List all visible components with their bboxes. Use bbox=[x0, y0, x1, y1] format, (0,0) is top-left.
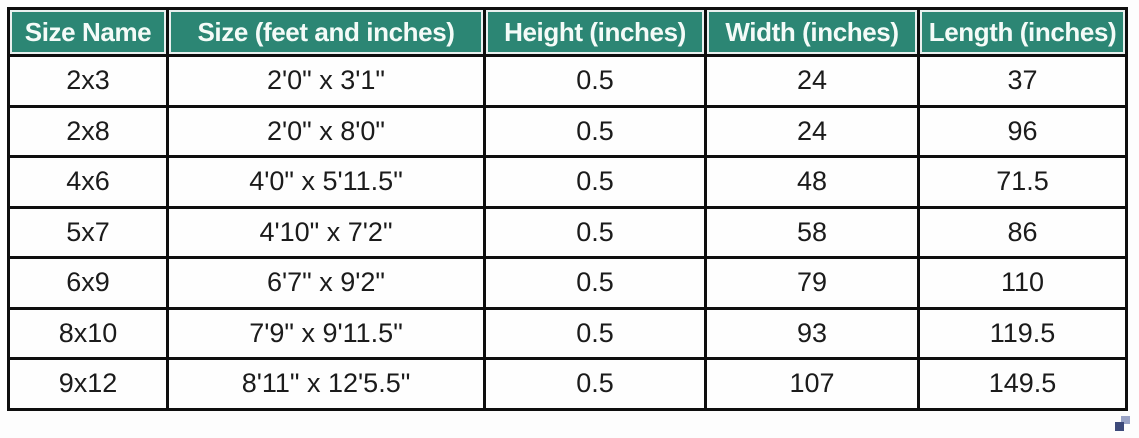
cell-size-feet-inches: 6'7" x 9'2" bbox=[166, 256, 486, 310]
cell-size-name: 8x10 bbox=[7, 306, 169, 360]
cell-height-inches: 0.5 bbox=[483, 205, 707, 259]
cell-size-feet-inches: 4'0" x 5'11.5" bbox=[166, 155, 486, 209]
cell-size-name: 2x8 bbox=[7, 104, 169, 158]
cell-width-inches: 93 bbox=[704, 306, 920, 360]
cell-size-feet-inches: 8'11" x 12'5.5" bbox=[166, 357, 486, 411]
cell-width-inches: 48 bbox=[704, 155, 920, 209]
table-row: 8x10 7'9" x 9'11.5" 0.5 93 119.5 bbox=[7, 306, 1128, 360]
cell-size-name: 4x6 bbox=[7, 155, 169, 209]
table-row: 4x6 4'0" x 5'11.5" 0.5 48 71.5 bbox=[7, 155, 1128, 209]
col-header-width-inches: Width (inches) bbox=[704, 7, 920, 57]
cell-length-inches: 96 bbox=[917, 104, 1128, 158]
cell-size-name: 9x12 bbox=[7, 357, 169, 411]
cell-width-inches: 24 bbox=[704, 54, 920, 108]
cell-height-inches: 0.5 bbox=[483, 256, 707, 310]
cell-height-inches: 0.5 bbox=[483, 306, 707, 360]
cell-length-inches: 37 bbox=[917, 54, 1128, 108]
cell-size-feet-inches: 4'10" x 7'2" bbox=[166, 205, 486, 259]
table-row: 2x3 2'0" x 3'1" 0.5 24 37 bbox=[7, 54, 1128, 108]
rug-size-table: Size Name Size (feet and inches) Height … bbox=[7, 7, 1128, 411]
table-header-row: Size Name Size (feet and inches) Height … bbox=[7, 7, 1128, 57]
cell-width-inches: 107 bbox=[704, 357, 920, 411]
col-header-height-inches: Height (inches) bbox=[483, 7, 707, 57]
cell-size-name: 5x7 bbox=[7, 205, 169, 259]
cell-size-feet-inches: 7'9" x 9'11.5" bbox=[166, 306, 486, 360]
cell-height-inches: 0.5 bbox=[483, 104, 707, 158]
col-header-size-name: Size Name bbox=[7, 7, 169, 57]
table-row: 9x12 8'11" x 12'5.5" 0.5 107 149.5 bbox=[7, 357, 1128, 411]
cell-size-feet-inches: 2'0" x 3'1" bbox=[166, 54, 486, 108]
cell-length-inches: 119.5 bbox=[917, 306, 1128, 360]
cell-size-name: 6x9 bbox=[7, 256, 169, 310]
table-row: 5x7 4'10" x 7'2" 0.5 58 86 bbox=[7, 205, 1128, 259]
cell-height-inches: 0.5 bbox=[483, 54, 707, 108]
cell-length-inches: 86 bbox=[917, 205, 1128, 259]
cell-length-inches: 110 bbox=[917, 256, 1128, 310]
table-row: 2x8 2'0" x 8'0" 0.5 24 96 bbox=[7, 104, 1128, 158]
selection-handle-light-square bbox=[1121, 416, 1130, 424]
cell-height-inches: 0.5 bbox=[483, 155, 707, 209]
cell-height-inches: 0.5 bbox=[483, 357, 707, 411]
cell-size-name: 2x3 bbox=[7, 54, 169, 108]
cell-width-inches: 79 bbox=[704, 256, 920, 310]
cell-length-inches: 149.5 bbox=[917, 357, 1128, 411]
cell-width-inches: 58 bbox=[704, 205, 920, 259]
cell-size-feet-inches: 2'0" x 8'0" bbox=[166, 104, 486, 158]
cell-length-inches: 71.5 bbox=[917, 155, 1128, 209]
table-row: 6x9 6'7" x 9'2" 0.5 79 110 bbox=[7, 256, 1128, 310]
col-header-length-inches: Length (inches) bbox=[917, 7, 1128, 57]
cell-width-inches: 24 bbox=[704, 104, 920, 158]
selection-handle-dark-square bbox=[1115, 422, 1124, 431]
col-header-size-feet-inches: Size (feet and inches) bbox=[166, 7, 486, 57]
